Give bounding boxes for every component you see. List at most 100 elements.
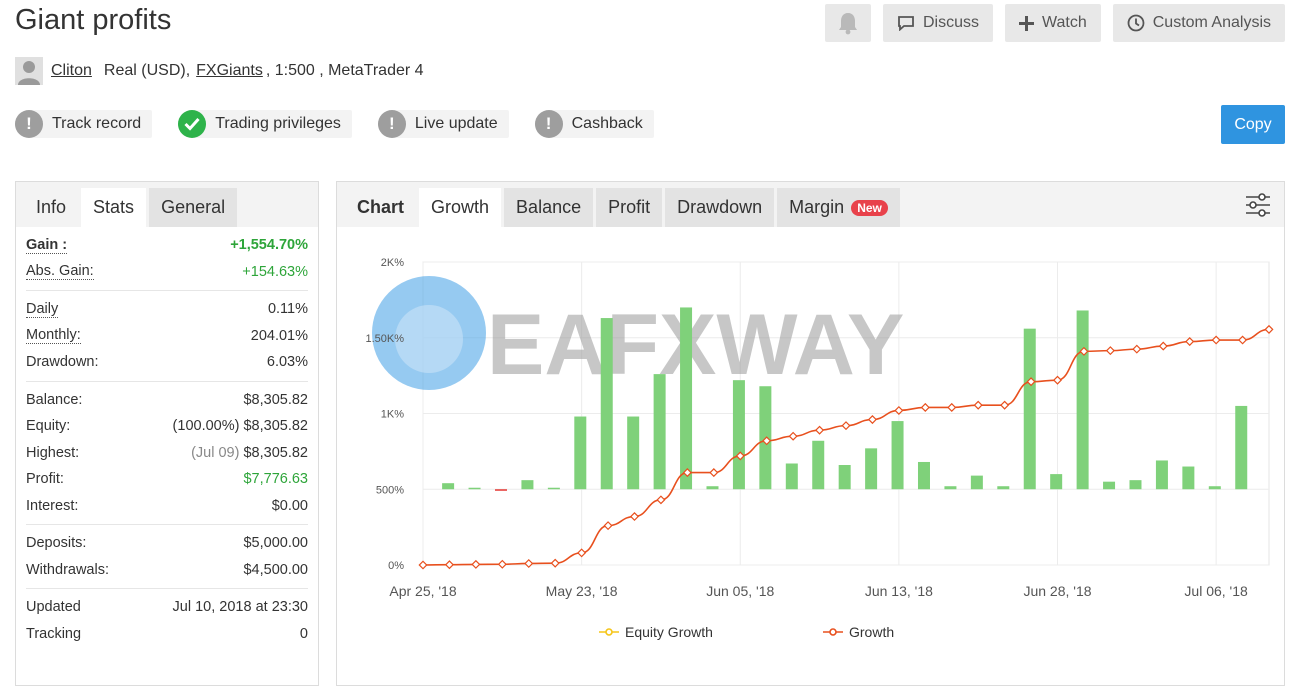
legend-growth[interactable]: Growth <box>849 624 894 640</box>
custom-analysis-button[interactable]: Custom Analysis <box>1112 4 1285 42</box>
x-tick-label: Jun 05, '18 <box>706 583 774 599</box>
balance-value: $8,305.82 <box>243 391 308 408</box>
stat-row-updated: Updated Jul 10, 2018 at 23:30 <box>26 594 308 621</box>
bar <box>1129 480 1142 490</box>
chart-grid <box>422 261 1270 566</box>
growth-point <box>1211 335 1221 345</box>
bar <box>917 461 930 490</box>
tracking-label: Tracking <box>26 625 82 642</box>
tab-chart: Chart <box>357 197 405 217</box>
top-actions: Discuss Watch Custom Analysis <box>824 4 1285 42</box>
badge-label: Cashback <box>571 115 643 132</box>
bar <box>812 440 825 490</box>
interest-value: $0.00 <box>271 497 308 514</box>
notify-button[interactable] <box>824 4 871 42</box>
x-tick-label: Jun 13, '18 <box>865 583 933 599</box>
tab-profit[interactable]: Profit <box>596 188 663 227</box>
x-tick-label: May 23, '18 <box>546 583 618 599</box>
bar <box>1023 328 1036 490</box>
updated-value: Jul 10, 2018 at 23:30 <box>172 599 308 616</box>
bar <box>1155 460 1168 490</box>
daily-label[interactable]: Daily <box>26 300 59 318</box>
growth-point <box>947 402 957 412</box>
growth-point <box>762 436 772 446</box>
drawdown-value: 6.03% <box>266 354 308 371</box>
highest-label: Highest: <box>26 444 80 461</box>
balance-label: Balance: <box>26 391 83 408</box>
bar <box>1050 474 1063 490</box>
check-icon <box>178 110 207 138</box>
gain-label[interactable]: Gain : <box>26 236 68 254</box>
gain-value: +1,554.70% <box>230 237 308 254</box>
exclamation-icon: ! <box>377 110 406 138</box>
tab-general[interactable]: General <box>149 188 238 227</box>
tab-balance[interactable]: Balance <box>504 188 594 227</box>
stat-row-balance: Balance: $8,305.82 <box>26 387 308 414</box>
bar <box>1235 405 1248 490</box>
stat-row-abs-gain: Abs. Gain: +154.63% <box>26 259 308 286</box>
owner-link[interactable]: Cliton <box>51 62 92 79</box>
abs-gain-label[interactable]: Abs. Gain: <box>26 263 94 281</box>
stats-panel: Info Stats General Gain : +1,554.70% Abs… <box>15 181 319 686</box>
watch-button[interactable]: Watch <box>1004 4 1101 42</box>
watermark: EAFXWAY <box>372 276 904 393</box>
growth-point <box>1000 400 1010 410</box>
exclamation-icon: ! <box>534 110 563 138</box>
abs-gain-value: +154.63% <box>242 263 308 280</box>
custom-analysis-label: Custom Analysis <box>1152 14 1271 31</box>
stat-row-profit: Profit: $7,776.63 <box>26 466 308 493</box>
growth-point <box>550 558 560 568</box>
growth-point <box>815 425 825 435</box>
badge-trading-privileges[interactable]: Trading privileges <box>178 110 352 138</box>
growth-point <box>735 451 745 461</box>
tab-margin-label: Margin <box>789 197 845 217</box>
growth-point <box>1264 324 1274 334</box>
tab-stats[interactable]: Stats <box>81 188 147 227</box>
growth-point <box>1026 377 1036 387</box>
chart-settings-icon[interactable] <box>1245 192 1271 218</box>
bar <box>442 483 455 490</box>
badge-live-update[interactable]: ! Live update <box>377 110 509 138</box>
growth-point <box>1079 346 1089 356</box>
bar <box>627 416 640 490</box>
growth-chart: EAFXWAY 0% 500% 1K% 1.50K% 2K% Apr 25, '18 May… <box>365 257 1274 640</box>
tab-info[interactable]: Info <box>36 197 67 217</box>
bar <box>865 448 878 490</box>
tab-margin[interactable]: Margin New <box>777 188 900 227</box>
equity-percent: (100.00%) <box>172 418 240 435</box>
tab-growth[interactable]: Growth <box>419 188 502 227</box>
bar <box>838 465 851 490</box>
growth-point <box>471 559 481 569</box>
x-tick-label: Jun 28, '18 <box>1023 583 1091 599</box>
tab-drawdown[interactable]: Drawdown <box>665 188 775 227</box>
legend-equity-growth[interactable]: Equity Growth <box>625 624 713 640</box>
discuss-button[interactable]: Discuss <box>882 4 993 42</box>
growth-series <box>418 324 1274 570</box>
chat-icon <box>898 16 914 31</box>
bar <box>785 463 798 490</box>
broker-link[interactable]: FXGiants <box>196 62 263 79</box>
stat-group-updated: Updated Jul 10, 2018 at 23:30 Tracking 0 <box>26 589 308 652</box>
account-details: , 1:500 , MetaTrader 4 <box>265 62 424 79</box>
withdrawals-label: Withdrawals: <box>26 561 109 578</box>
bar <box>680 307 693 490</box>
growth-point <box>603 521 613 531</box>
plus-icon <box>1018 15 1034 31</box>
bar <box>997 486 1010 490</box>
y-tick-label: 500% <box>376 484 404 496</box>
chart-legend: Equity Growth Growth <box>599 624 894 640</box>
copy-button[interactable]: Copy <box>1221 105 1285 144</box>
badge-cashback[interactable]: ! Cashback <box>534 110 654 138</box>
growth-point <box>1185 337 1195 347</box>
deposits-value: $5,000.00 <box>243 535 308 552</box>
badge-track-record[interactable]: ! Track record <box>15 110 153 138</box>
growth-point <box>841 421 851 431</box>
monthly-label[interactable]: Monthly: <box>26 327 81 345</box>
stat-row-withdrawals: Withdrawals: $4,500.00 <box>26 557 308 584</box>
y-tick-label: 2K% <box>381 257 404 269</box>
growth-point <box>1132 344 1142 354</box>
bar <box>547 487 560 490</box>
growth-point <box>1238 335 1248 345</box>
bar <box>1208 486 1221 490</box>
growth-point <box>656 495 666 505</box>
